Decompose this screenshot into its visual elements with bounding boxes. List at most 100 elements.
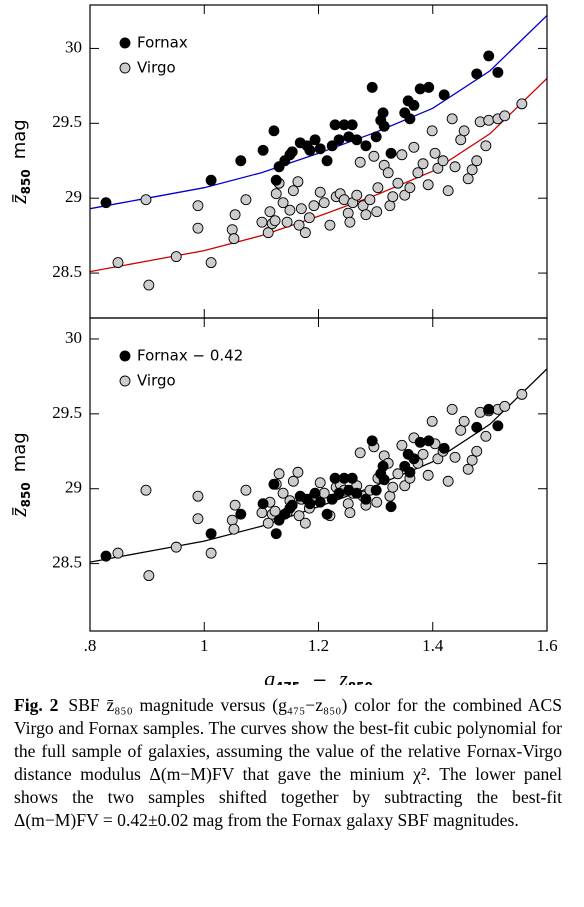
x-tick-label: 1.6 bbox=[536, 636, 557, 655]
point bbox=[370, 484, 382, 496]
point bbox=[483, 114, 495, 126]
point bbox=[205, 174, 217, 186]
y-tick-label: 29 bbox=[65, 187, 82, 206]
legend-label: Virgo bbox=[137, 59, 176, 77]
point bbox=[192, 200, 204, 212]
fit-curve bbox=[90, 368, 547, 563]
point bbox=[226, 514, 238, 526]
point bbox=[309, 134, 321, 146]
y-label-unit: mag bbox=[9, 119, 30, 159]
point bbox=[446, 403, 458, 415]
point bbox=[432, 162, 444, 174]
point bbox=[304, 498, 316, 510]
point bbox=[423, 435, 435, 447]
point bbox=[483, 403, 495, 415]
point bbox=[466, 164, 478, 176]
y-label-sub: 850 bbox=[19, 482, 33, 507]
point bbox=[270, 528, 282, 540]
legend-marker bbox=[119, 62, 131, 74]
point bbox=[404, 182, 416, 194]
point bbox=[268, 478, 280, 490]
caption: Fig. 2 SBF z̄₈₅₀ magnitude versus (g₄₇₅−z… bbox=[14, 694, 562, 832]
point bbox=[205, 547, 217, 559]
point bbox=[378, 474, 390, 486]
point bbox=[309, 487, 321, 499]
point bbox=[299, 517, 311, 529]
point bbox=[321, 508, 333, 520]
point bbox=[471, 155, 483, 167]
x-tick-label: 1.4 bbox=[422, 636, 444, 655]
panel: 30 29.5 29 28.5 .8 1 1.2 1.4 1.6 Fornax − 0.42 Vir… bbox=[6, 317, 558, 694]
point bbox=[262, 517, 274, 529]
point bbox=[480, 140, 492, 152]
point bbox=[292, 466, 304, 478]
point bbox=[438, 442, 450, 454]
point bbox=[423, 81, 435, 93]
y-label-symbol: z̄ bbox=[6, 194, 32, 205]
point bbox=[442, 185, 454, 197]
point bbox=[392, 177, 404, 189]
point bbox=[170, 251, 182, 263]
point bbox=[205, 528, 217, 540]
point bbox=[351, 487, 363, 499]
point bbox=[270, 188, 282, 200]
point bbox=[143, 570, 155, 582]
point bbox=[286, 499, 298, 511]
point bbox=[483, 50, 495, 62]
point bbox=[360, 140, 372, 152]
point bbox=[480, 430, 492, 442]
y-axis-label: z̄850 mag bbox=[6, 119, 33, 204]
point bbox=[396, 149, 408, 161]
point bbox=[235, 155, 247, 167]
point bbox=[449, 451, 461, 463]
point bbox=[426, 415, 438, 427]
legend-label: Fornax bbox=[137, 34, 188, 52]
x-label-sub: 850 bbox=[348, 680, 373, 686]
point bbox=[370, 131, 382, 143]
y-tick-label: 28.5 bbox=[52, 262, 82, 281]
x-tick-label: 1 bbox=[200, 636, 209, 655]
point bbox=[342, 207, 354, 219]
legend-label: Fornax − 0.42 bbox=[137, 347, 243, 365]
point bbox=[408, 99, 420, 111]
point bbox=[295, 203, 307, 215]
point bbox=[351, 134, 363, 146]
point bbox=[304, 144, 316, 156]
point bbox=[273, 468, 285, 480]
y-tick-label: 29.5 bbox=[52, 112, 82, 131]
point bbox=[329, 472, 341, 484]
point bbox=[268, 125, 280, 137]
legend-marker bbox=[119, 37, 131, 49]
point bbox=[417, 158, 429, 170]
point bbox=[324, 219, 336, 231]
point bbox=[333, 134, 345, 146]
point bbox=[192, 490, 204, 502]
point bbox=[314, 477, 326, 489]
x-label-op: − bbox=[312, 670, 327, 685]
point bbox=[366, 435, 378, 447]
point bbox=[471, 68, 483, 80]
point bbox=[371, 206, 383, 218]
point bbox=[392, 468, 404, 480]
point bbox=[378, 120, 390, 132]
point bbox=[281, 216, 293, 228]
point bbox=[269, 505, 281, 517]
point bbox=[143, 279, 155, 291]
point bbox=[396, 439, 408, 451]
point bbox=[492, 66, 504, 78]
point bbox=[329, 119, 341, 131]
point bbox=[385, 501, 397, 513]
point bbox=[516, 388, 528, 400]
point bbox=[399, 189, 411, 201]
point bbox=[371, 496, 383, 508]
point bbox=[408, 453, 420, 465]
point bbox=[462, 463, 474, 475]
point bbox=[228, 523, 240, 535]
y-label-unit: mag bbox=[9, 432, 30, 472]
point bbox=[437, 155, 449, 167]
point bbox=[404, 113, 416, 125]
point bbox=[384, 490, 396, 502]
point bbox=[360, 209, 372, 221]
point bbox=[308, 200, 320, 212]
point bbox=[100, 550, 112, 562]
